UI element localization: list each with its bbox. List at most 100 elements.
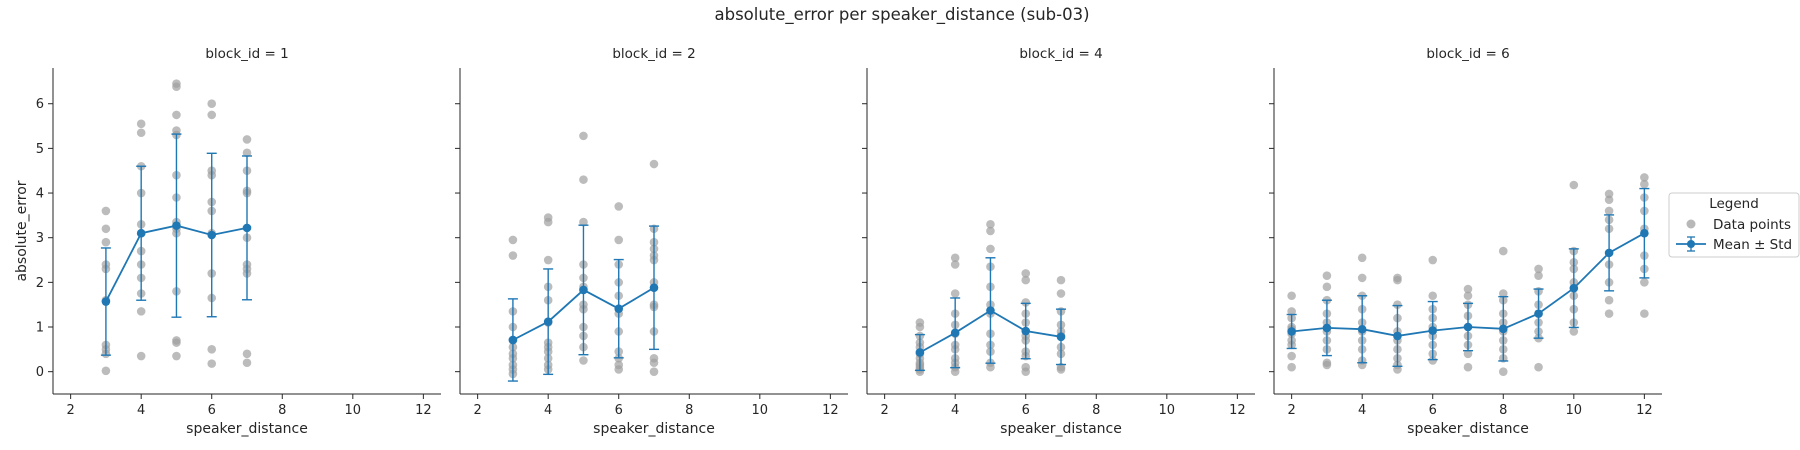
data-point bbox=[207, 99, 217, 109]
x-tick-label: 12 bbox=[415, 403, 432, 418]
data-point bbox=[649, 358, 659, 368]
data-point bbox=[1428, 356, 1438, 365]
data-point bbox=[136, 128, 146, 138]
data-point bbox=[1569, 180, 1579, 190]
mean-marker bbox=[508, 335, 518, 345]
data-point bbox=[579, 131, 588, 141]
data-point bbox=[1357, 273, 1367, 283]
mean-marker bbox=[1604, 248, 1614, 258]
data-point bbox=[1056, 365, 1066, 374]
y-tick-label: 1 bbox=[36, 321, 44, 336]
x-axis-label: speaker_distance bbox=[186, 421, 308, 437]
data-point bbox=[1322, 360, 1332, 370]
mean-marker bbox=[1056, 332, 1066, 342]
data-point bbox=[1498, 367, 1508, 376]
y-axis-label: absolute_error bbox=[14, 180, 30, 281]
data-point bbox=[950, 367, 960, 376]
data-point bbox=[1287, 291, 1296, 301]
data-point bbox=[986, 362, 995, 372]
data-point bbox=[579, 175, 588, 184]
data-point bbox=[1322, 282, 1332, 292]
panel-title: block_id = 1 bbox=[205, 46, 288, 62]
data-point bbox=[1534, 264, 1543, 274]
x-tick-label: 2 bbox=[1287, 403, 1295, 418]
data-point bbox=[649, 367, 659, 376]
data-point bbox=[1498, 289, 1508, 298]
data-point bbox=[207, 359, 217, 368]
x-tick-label: 4 bbox=[951, 403, 959, 418]
mean-marker bbox=[136, 228, 146, 238]
x-tick-label: 12 bbox=[822, 403, 839, 418]
data-point bbox=[986, 244, 995, 254]
x-tick-label: 8 bbox=[685, 403, 693, 418]
legend-frame bbox=[1668, 192, 1800, 258]
data-point bbox=[543, 255, 553, 265]
data-point bbox=[614, 235, 624, 245]
y-tick-label: 4 bbox=[36, 187, 44, 202]
data-point bbox=[1604, 206, 1614, 216]
legend: Legend Data points Mean ± Std bbox=[1668, 192, 1800, 258]
data-point bbox=[543, 217, 553, 227]
data-point bbox=[242, 148, 252, 158]
x-tick-label: 8 bbox=[278, 403, 286, 418]
data-point bbox=[614, 365, 624, 374]
data-point bbox=[1604, 309, 1614, 318]
figure-title: absolute_error per speaker_distance (sub… bbox=[714, 5, 1089, 25]
data-point bbox=[950, 260, 960, 269]
data-point bbox=[172, 351, 181, 361]
data-point bbox=[1021, 269, 1031, 278]
data-point bbox=[1393, 365, 1402, 374]
data-point bbox=[1322, 271, 1332, 280]
mean-marker bbox=[1428, 326, 1438, 335]
data-point bbox=[1604, 295, 1614, 305]
data-point bbox=[1021, 275, 1031, 285]
mean-marker bbox=[649, 283, 659, 293]
data-point bbox=[101, 237, 111, 247]
x-tick-label: 6 bbox=[615, 403, 623, 418]
x-tick-label: 2 bbox=[473, 403, 481, 418]
data-point bbox=[1428, 255, 1438, 265]
x-tick-label: 8 bbox=[1092, 403, 1100, 418]
panel-4: block_id = 6 2 4 6 8 10 12 speaker_distance bbox=[1269, 46, 1662, 437]
data-point bbox=[649, 159, 659, 169]
data-point bbox=[1534, 362, 1543, 372]
data-point bbox=[1357, 253, 1367, 263]
x-tick-label: 6 bbox=[1022, 403, 1030, 418]
data-point bbox=[1393, 275, 1402, 285]
data-point bbox=[101, 366, 111, 376]
data-point bbox=[1534, 271, 1543, 280]
data-point bbox=[1393, 300, 1402, 309]
data-point bbox=[242, 358, 252, 368]
data-point bbox=[986, 220, 995, 229]
data-point bbox=[915, 367, 925, 376]
data-point bbox=[1463, 284, 1473, 294]
x-tick-label: 2 bbox=[880, 403, 888, 418]
y-tick-label: 6 bbox=[36, 97, 44, 112]
data-point bbox=[1463, 362, 1473, 372]
x-axis-label: speaker_distance bbox=[1407, 421, 1529, 437]
data-point bbox=[172, 82, 181, 92]
data-point bbox=[172, 338, 181, 347]
y-tick-label: 0 bbox=[36, 365, 44, 380]
x-tick-label: 6 bbox=[208, 403, 216, 418]
x-tick-label: 12 bbox=[1636, 403, 1653, 418]
panel-title: block_id = 2 bbox=[612, 46, 695, 62]
data-point bbox=[1640, 309, 1649, 318]
data-point bbox=[579, 217, 588, 227]
data-point bbox=[508, 235, 518, 245]
data-point bbox=[1640, 173, 1649, 182]
y-tick-label: 3 bbox=[36, 231, 44, 246]
data-point bbox=[1428, 291, 1438, 301]
mean-marker bbox=[1569, 283, 1579, 293]
data-point bbox=[1056, 289, 1066, 298]
x-axis-label: speaker_distance bbox=[593, 421, 715, 437]
data-point bbox=[242, 135, 252, 144]
legend-label-mean-std: Mean ± Std bbox=[1713, 237, 1792, 253]
data-point bbox=[242, 349, 252, 359]
data-point bbox=[1287, 307, 1296, 316]
data-point bbox=[207, 345, 217, 354]
data-point bbox=[136, 351, 146, 361]
legend-marker-mean-std bbox=[1676, 236, 1706, 252]
data-point bbox=[950, 289, 960, 298]
